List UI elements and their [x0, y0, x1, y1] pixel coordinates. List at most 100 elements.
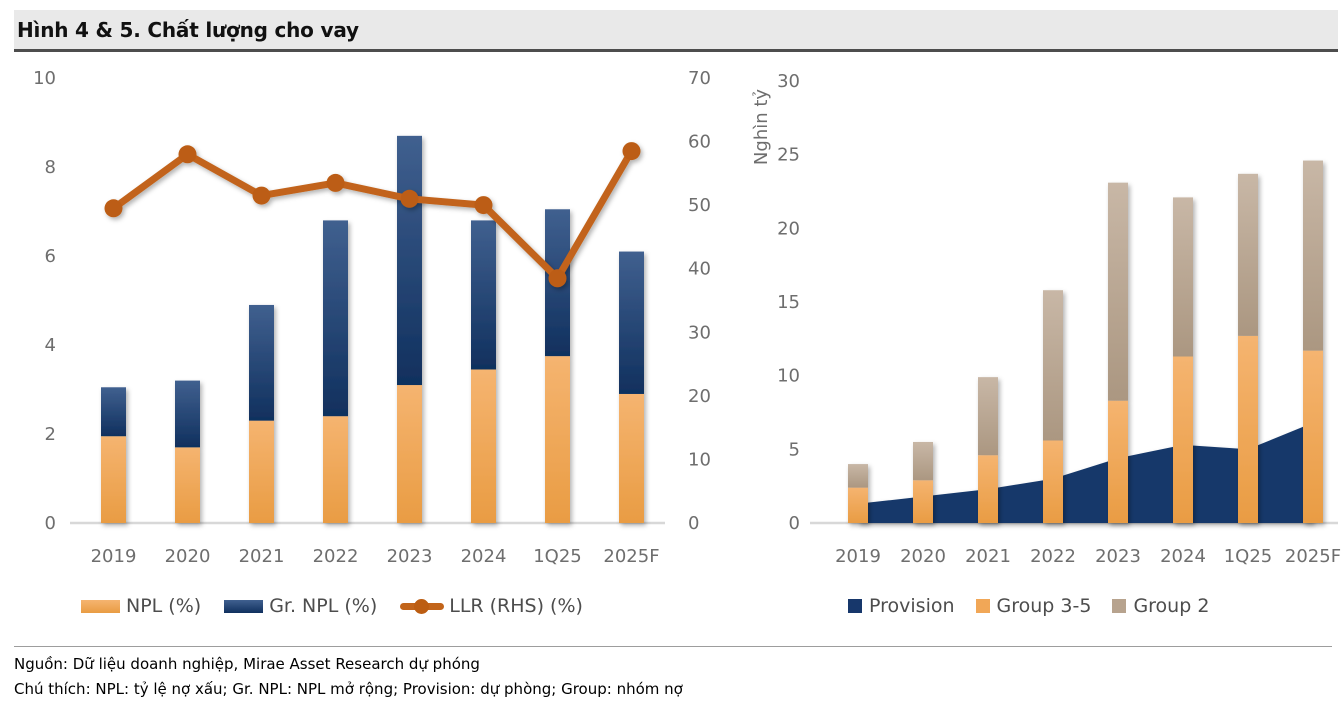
- right-axis-tick: 50: [688, 195, 711, 216]
- legend-item-grnpl: Gr. NPL (%): [224, 595, 377, 617]
- group2-bar: [1173, 197, 1193, 357]
- grnpl-bar: [175, 380, 200, 448]
- llr-polyline: [110, 147, 635, 282]
- right-axis-tick: 10: [688, 449, 711, 470]
- llr-marker: [104, 199, 123, 218]
- legend-item-npl: NPL (%): [81, 595, 201, 617]
- llr-marker: [326, 173, 345, 192]
- llr-line-swatch-icon: [400, 598, 445, 614]
- y-axis-tick: 30: [777, 71, 800, 92]
- group35-bar: [1108, 400, 1128, 523]
- grnpl-bar: [397, 135, 422, 386]
- category-label: 2024: [1160, 546, 1206, 567]
- left-axis-tick: 8: [45, 157, 56, 178]
- npl-bar: [175, 447, 200, 523]
- category-label: 1Q25: [1224, 546, 1273, 567]
- right-axis-tick: 0: [688, 513, 699, 534]
- footer: Nguồn: Dữ liệu doanh nghiệp, Mirae Asset…: [14, 646, 1332, 702]
- legend-item-group2: Group 2: [1112, 595, 1209, 617]
- source-line: Nguồn: Dữ liệu doanh nghiệp, Mirae Asset…: [14, 655, 480, 673]
- y-axis-tick: 0: [789, 513, 800, 534]
- llr-marker: [252, 186, 271, 205]
- grnpl-bar: [323, 220, 348, 417]
- provision-area-shape: [858, 422, 1313, 523]
- loan-quality-chart: 0 2 4 6 8 10 0 10 20 30 40 50 60 70 2019 2020 2021 2022 20…: [33, 68, 711, 567]
- provision-swatch-icon: [848, 599, 862, 613]
- category-label: 2019: [835, 546, 881, 567]
- group35-swatch-icon: [975, 599, 990, 613]
- group35-legend-label: Group 3-5: [996, 595, 1092, 617]
- left-axis-tick: 0: [45, 513, 56, 534]
- y-axis-tick: 15: [777, 292, 800, 313]
- npl-bar: [323, 416, 348, 523]
- group35-bar: [1238, 335, 1258, 523]
- grnpl-bar: [249, 304, 274, 421]
- grnpl-bar: [619, 251, 644, 394]
- group2-bar: [1238, 173, 1258, 336]
- y-axis-tick: 20: [777, 218, 800, 239]
- group35-bar: [1173, 356, 1193, 523]
- grnpl-legend-label: Gr. NPL (%): [269, 595, 378, 617]
- note-line: Chú thích: NPL: tỷ lệ nợ xấu; Gr. NPL: N…: [14, 680, 683, 698]
- right-axis-tick: 20: [688, 386, 711, 407]
- left-axis-tick: 6: [45, 246, 56, 267]
- group35-bar: [1043, 440, 1063, 523]
- grnpl-bar: [101, 387, 126, 437]
- legend-item-group35: Group 3-5: [975, 595, 1092, 617]
- group2-bar: [913, 441, 933, 481]
- npl-swatch-icon: [81, 599, 120, 613]
- group2-swatch-icon: [1112, 599, 1127, 613]
- y-axis-tick: 10: [777, 366, 800, 387]
- category-label: 2020: [165, 546, 211, 567]
- llr-marker: [474, 196, 493, 215]
- category-label: 2019: [91, 546, 137, 567]
- group35-bar: [848, 487, 868, 523]
- y-axis-tick: 25: [777, 145, 800, 166]
- llr-marker: [622, 142, 641, 161]
- group2-bar: [1108, 182, 1128, 401]
- group2-bar: [1043, 290, 1063, 441]
- llr-line: [104, 142, 641, 288]
- category-label: 2023: [387, 546, 433, 567]
- left-axis-tick: 4: [45, 335, 56, 356]
- group35-bar: [913, 480, 933, 523]
- legend-right: Provision Group 3-5 Group 2: [848, 595, 1209, 617]
- category-label: 2021: [239, 546, 285, 567]
- llr-legend-label: LLR (RHS) (%): [449, 595, 583, 617]
- figure-title-bar: Hình 4 & 5. Chất lượng cho vay: [14, 10, 1338, 52]
- npl-bar: [545, 356, 570, 523]
- left-axis-tick: 2: [45, 424, 56, 445]
- category-label: 2021: [965, 546, 1011, 567]
- right-axis-tick: 30: [688, 322, 711, 343]
- group35-bar: [978, 455, 998, 523]
- npl-legend-label: NPL (%): [126, 595, 202, 617]
- y-axis-tick: 5: [789, 439, 800, 460]
- grnpl-swatch-icon: [224, 599, 264, 613]
- group2-bar: [978, 377, 998, 456]
- llr-marker: [548, 269, 567, 288]
- stacked-bars: [848, 160, 1323, 523]
- provision-area: [858, 422, 1313, 523]
- grnpl-bar: [471, 220, 496, 370]
- category-label: 2024: [461, 546, 507, 567]
- npl-bar: [619, 393, 644, 523]
- right-axis-tick: 60: [688, 132, 711, 153]
- right-axis-tick: 70: [688, 68, 711, 89]
- category-label: 2025F: [1285, 546, 1341, 567]
- group2-bar: [848, 464, 868, 488]
- category-label: 2022: [313, 546, 359, 567]
- npl-bar: [397, 385, 422, 523]
- group2-bar: [1303, 160, 1323, 351]
- category-label: 2025F: [603, 546, 659, 567]
- npl-bar: [471, 369, 496, 523]
- legend-item-provision: Provision: [848, 595, 955, 617]
- legend-left: NPL (%) Gr. NPL (%) LLR (RHS) (%): [81, 595, 583, 617]
- right-axis-tick: 40: [688, 259, 711, 280]
- figure-title: Hình 4 & 5. Chất lượng cho vay: [17, 17, 359, 42]
- category-label: 1Q25: [533, 546, 582, 567]
- npl-bar: [101, 436, 126, 523]
- provision-legend-label: Provision: [869, 595, 955, 617]
- category-label: 2022: [1030, 546, 1076, 567]
